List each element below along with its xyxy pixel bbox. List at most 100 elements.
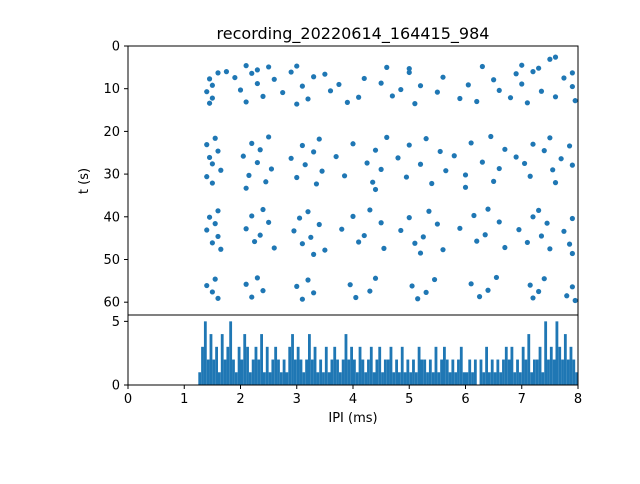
scatter-point <box>406 215 412 221</box>
scatter-point <box>569 215 575 222</box>
hist-bar <box>305 359 308 385</box>
scatter-point <box>409 283 415 289</box>
scatter-point <box>294 63 300 69</box>
hist-bar <box>226 346 230 385</box>
scatter-point <box>451 153 457 159</box>
scatter-point <box>457 225 463 231</box>
hist-bar <box>499 372 503 385</box>
scatter-point <box>251 238 258 245</box>
scatter-point <box>249 213 255 219</box>
scatter-point <box>552 180 559 186</box>
hist-bar <box>268 372 272 385</box>
hist-bar <box>392 372 396 385</box>
scatter-point <box>468 281 474 287</box>
hist-bar <box>473 359 477 385</box>
scatter-point <box>420 234 426 240</box>
scatter-point <box>313 181 320 187</box>
hist-bar <box>420 359 424 385</box>
scatter-point <box>561 228 567 234</box>
hist-bar <box>237 346 241 385</box>
hist-bar <box>518 372 522 385</box>
hist-bar <box>246 346 249 385</box>
hist-bar <box>277 359 280 385</box>
scatter-point <box>398 86 404 93</box>
hist-bar <box>558 346 562 385</box>
scatter-point <box>406 66 412 72</box>
scatter-point <box>316 221 322 228</box>
scatter-point <box>347 282 353 288</box>
hist-bar <box>316 372 320 385</box>
y-tick-label: 50 <box>103 253 120 268</box>
hist-bar <box>201 346 204 385</box>
scatter-point <box>476 294 483 300</box>
scatter-point <box>316 136 322 142</box>
scatter-point <box>353 294 359 301</box>
hist-bar <box>338 372 342 385</box>
hist-bar <box>457 359 460 385</box>
hist-bar <box>251 359 255 385</box>
scatter-point <box>249 140 255 146</box>
scatter-point <box>294 283 300 289</box>
scatter-point <box>378 220 384 226</box>
scatter-point <box>547 135 553 141</box>
scatter-point <box>496 87 502 94</box>
scatter-point <box>440 74 446 80</box>
scatter-point <box>381 245 387 251</box>
hist-bar <box>302 372 306 385</box>
hist-bar <box>575 372 578 385</box>
scatter-point <box>268 166 275 172</box>
hist-bar <box>361 359 365 385</box>
y-tick-label: 20 <box>103 125 120 140</box>
hist-bar <box>566 359 570 385</box>
x-tick-label: 7 <box>518 392 526 407</box>
hist-y-tick-label: 5 <box>112 315 120 330</box>
scatter-point <box>209 289 215 295</box>
hist-bar <box>437 372 441 385</box>
scatter-point <box>291 228 297 234</box>
scatter-point <box>479 159 485 165</box>
hist-bar <box>414 372 418 385</box>
scatter-point <box>204 282 210 289</box>
scatter-point <box>209 161 215 167</box>
hist-bar <box>527 334 531 385</box>
hist-bar <box>347 359 351 385</box>
scatter-point <box>322 247 328 253</box>
hist-bar <box>496 359 500 385</box>
scatter-point <box>260 288 266 294</box>
scatter-point <box>572 297 578 304</box>
scatter-point <box>378 166 384 172</box>
hist-bar <box>485 346 488 385</box>
hist-bar <box>490 359 494 385</box>
scatter-point <box>384 64 390 70</box>
scatter-point <box>263 179 269 185</box>
hist-bar <box>344 334 348 385</box>
hist-bar <box>555 321 559 385</box>
hist-bar <box>358 346 362 385</box>
scatter-point <box>527 173 533 179</box>
scatter-point <box>502 244 508 251</box>
scatter-point <box>468 140 474 146</box>
hist-bar <box>308 334 311 385</box>
scatter-point <box>254 275 260 281</box>
scatter-point <box>569 83 575 90</box>
y-tick-label: 40 <box>103 210 120 225</box>
hist-bar <box>507 359 511 385</box>
hist-bar <box>341 359 345 385</box>
scatter-point <box>204 227 210 233</box>
hist-bar <box>563 334 567 385</box>
scatter-point <box>257 147 263 153</box>
hist-bar <box>448 372 452 385</box>
scatter-point <box>415 296 421 302</box>
scatter-point <box>370 179 376 185</box>
scatter-point <box>364 160 370 166</box>
hist-bar <box>521 346 525 385</box>
hist-bar <box>547 359 550 385</box>
scatter-point <box>361 75 367 82</box>
hist-bar <box>462 372 466 385</box>
scatter-point <box>311 290 317 296</box>
hist-bar <box>400 346 404 385</box>
hist-bar <box>243 334 247 385</box>
scatter-point <box>550 167 556 173</box>
scatter-point <box>552 54 559 60</box>
